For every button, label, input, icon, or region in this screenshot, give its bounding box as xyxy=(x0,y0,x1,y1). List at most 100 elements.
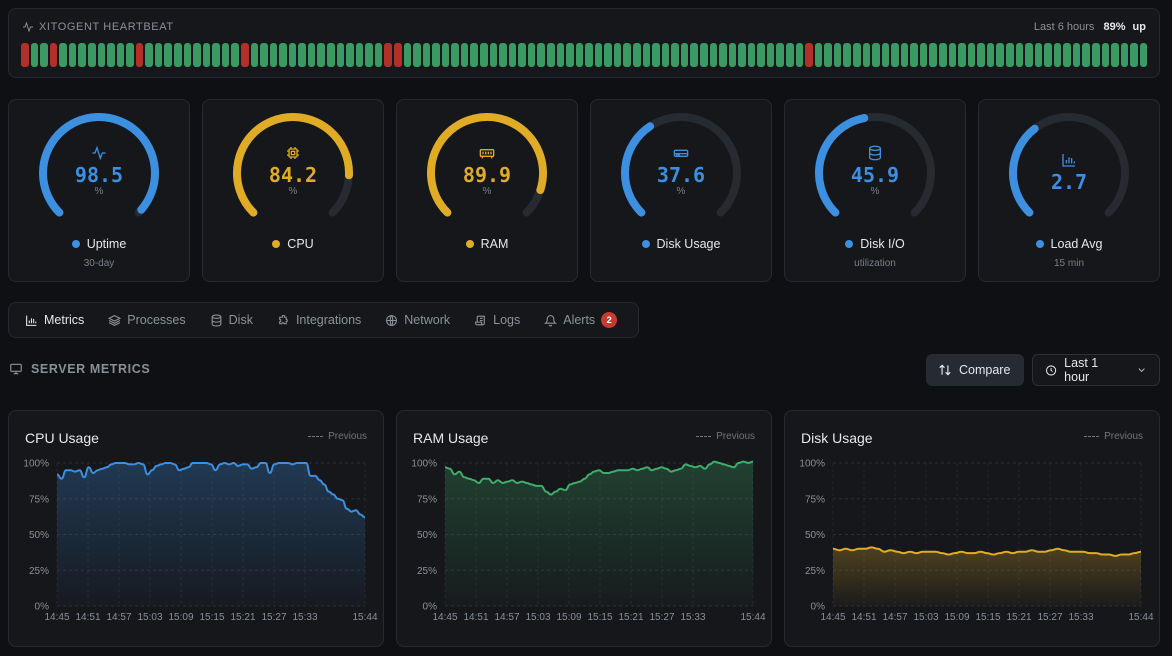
heartbeat-bar[interactable] xyxy=(786,43,794,67)
heartbeat-bar[interactable] xyxy=(891,43,899,67)
heartbeat-bar[interactable] xyxy=(30,43,39,67)
heartbeat-bar[interactable] xyxy=(154,43,163,67)
heartbeat-bar[interactable] xyxy=(508,43,517,67)
heartbeat-bar[interactable] xyxy=(432,43,440,67)
heartbeat-bar[interactable] xyxy=(986,43,995,67)
heartbeat-bar[interactable] xyxy=(594,43,603,67)
heartbeat-bar[interactable] xyxy=(652,43,660,67)
heartbeat-bar[interactable] xyxy=(881,43,890,67)
heartbeat-bar[interactable] xyxy=(824,43,832,67)
heartbeat-bar[interactable] xyxy=(747,43,756,67)
heartbeat-bar[interactable] xyxy=(422,43,431,67)
heartbeat-bar[interactable] xyxy=(1101,43,1110,67)
heartbeat-bar[interactable] xyxy=(1120,43,1129,67)
heartbeat-bar[interactable] xyxy=(996,43,1004,67)
heartbeat-bar[interactable] xyxy=(527,43,536,67)
tab-logs[interactable]: Logs xyxy=(474,313,520,327)
heartbeat-bar[interactable] xyxy=(680,43,689,67)
heartbeat-bar[interactable] xyxy=(374,43,383,67)
heartbeat-bar[interactable] xyxy=(709,43,718,67)
heartbeat-bar[interactable] xyxy=(1044,43,1052,67)
heartbeat-bar[interactable] xyxy=(346,43,354,67)
heartbeat-bar[interactable] xyxy=(690,43,698,67)
heartbeat-bar[interactable] xyxy=(1034,43,1043,67)
heartbeat-bar[interactable] xyxy=(49,43,58,67)
heartbeat-bar[interactable] xyxy=(738,43,746,67)
heartbeat-bar[interactable] xyxy=(1139,43,1148,67)
tab-metrics[interactable]: Metrics xyxy=(25,313,84,327)
heartbeat-bar[interactable] xyxy=(958,43,966,67)
heartbeat-bar[interactable] xyxy=(1025,43,1033,67)
heartbeat-bar[interactable] xyxy=(365,43,373,67)
heartbeat-bar[interactable] xyxy=(948,43,957,67)
heartbeat-bar[interactable] xyxy=(269,43,278,67)
compare-button[interactable]: Compare xyxy=(926,354,1024,386)
heartbeat-bar[interactable] xyxy=(977,43,985,67)
heartbeat-bar[interactable] xyxy=(776,43,784,67)
heartbeat-bar[interactable] xyxy=(671,43,679,67)
heartbeat-bar[interactable] xyxy=(21,43,29,67)
heartbeat-bar[interactable] xyxy=(728,43,737,67)
heartbeat-bar[interactable] xyxy=(929,43,937,67)
heartbeat-bar[interactable] xyxy=(843,43,851,67)
heartbeat-bar[interactable] xyxy=(967,43,976,67)
heartbeat-bar[interactable] xyxy=(231,43,239,67)
heartbeat-bar[interactable] xyxy=(164,43,172,67)
heartbeat-bar[interactable] xyxy=(814,43,823,67)
heartbeat-bar[interactable] xyxy=(642,43,651,67)
heartbeat-bar[interactable] xyxy=(68,43,77,67)
heartbeat-bar[interactable] xyxy=(87,43,96,67)
heartbeat-bar[interactable] xyxy=(441,43,450,67)
tab-alerts[interactable]: Alerts 2 xyxy=(544,312,618,328)
tab-disk[interactable]: Disk xyxy=(210,313,253,327)
heartbeat-bar[interactable] xyxy=(910,43,918,67)
heartbeat-bar[interactable] xyxy=(833,43,842,67)
heartbeat-bar[interactable] xyxy=(719,43,727,67)
tab-processes[interactable]: Processes xyxy=(108,313,186,327)
heartbeat-bar[interactable] xyxy=(556,43,565,67)
tab-network[interactable]: Network xyxy=(385,313,450,327)
heartbeat-bar[interactable] xyxy=(699,43,708,67)
heartbeat-bar[interactable] xyxy=(260,43,268,67)
heartbeat-bar[interactable] xyxy=(518,43,526,67)
heartbeat-bar[interactable] xyxy=(766,43,775,67)
heartbeat-bar[interactable] xyxy=(279,43,287,67)
heartbeat-bar[interactable] xyxy=(470,43,478,67)
heartbeat-bar[interactable] xyxy=(1111,43,1119,67)
heartbeat-bar[interactable] xyxy=(872,43,880,67)
heartbeat-bar[interactable] xyxy=(212,43,220,67)
heartbeat-bar[interactable] xyxy=(59,43,67,67)
heartbeat-bar[interactable] xyxy=(288,43,297,67)
heartbeat-bar[interactable] xyxy=(460,43,469,67)
heartbeat-bar[interactable] xyxy=(183,43,192,67)
heartbeat-bar[interactable] xyxy=(202,43,211,67)
heartbeat-bar[interactable] xyxy=(107,43,115,67)
heartbeat-bar[interactable] xyxy=(546,43,555,67)
heartbeat-bar[interactable] xyxy=(900,43,909,67)
heartbeat-bar[interactable] xyxy=(862,43,871,67)
heartbeat-bar[interactable] xyxy=(1063,43,1071,67)
heartbeat-bar[interactable] xyxy=(939,43,947,67)
heartbeat-bar[interactable] xyxy=(852,43,861,67)
heartbeat-bar[interactable] xyxy=(40,43,48,67)
heartbeat-bar[interactable] xyxy=(78,43,86,67)
heartbeat-bar[interactable] xyxy=(604,43,612,67)
heartbeat-bar[interactable] xyxy=(1072,43,1081,67)
heartbeat-bar[interactable] xyxy=(661,43,670,67)
heartbeat-bar[interactable] xyxy=(116,43,125,67)
heartbeat-bar[interactable] xyxy=(585,43,593,67)
heartbeat-bar[interactable] xyxy=(126,43,134,67)
heartbeat-bar[interactable] xyxy=(613,43,622,67)
heartbeat-bar[interactable] xyxy=(1130,43,1138,67)
heartbeat-bar[interactable] xyxy=(336,43,345,67)
heartbeat-bar[interactable] xyxy=(174,43,182,67)
heartbeat-bar[interactable] xyxy=(193,43,201,67)
heartbeat-bar[interactable] xyxy=(393,43,402,67)
heartbeat-bar[interactable] xyxy=(97,43,106,67)
heartbeat-bar[interactable] xyxy=(795,43,804,67)
heartbeat-bar[interactable] xyxy=(537,43,545,67)
heartbeat-bar[interactable] xyxy=(451,43,459,67)
heartbeat-bar[interactable] xyxy=(1015,43,1024,67)
heartbeat-bar[interactable] xyxy=(757,43,765,67)
heartbeat-bar[interactable] xyxy=(298,43,306,67)
